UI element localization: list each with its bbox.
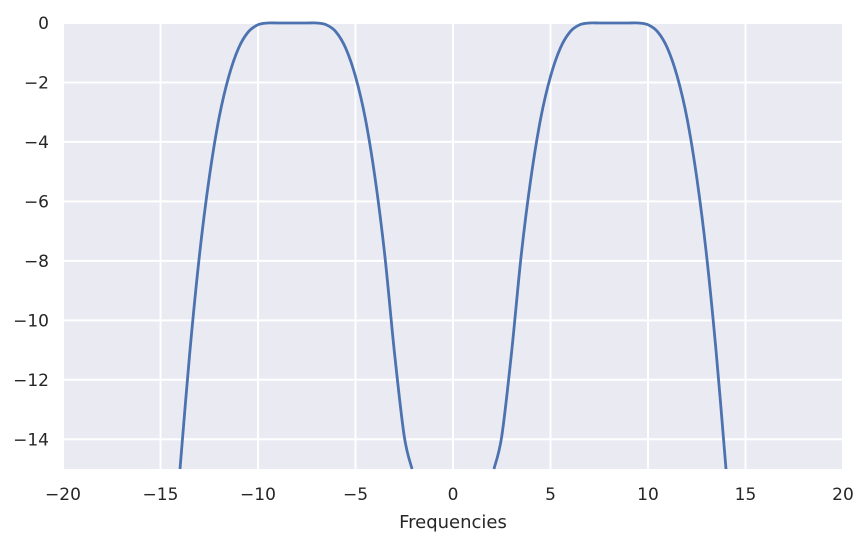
series-line <box>492 21 728 470</box>
grid <box>62 22 844 469</box>
y-axis-ticks: 0 −2 −4 −6 −8 −10 −12 −14 <box>13 14 49 450</box>
series-line <box>178 21 414 470</box>
x-tick-label: −5 <box>343 485 368 505</box>
y-tick-label: 0 <box>38 14 49 34</box>
series-layer <box>178 21 728 470</box>
y-tick-label: −10 <box>13 311 49 331</box>
x-axis-label: Frequencies <box>399 512 507 533</box>
x-tick-label: 20 <box>832 485 854 505</box>
x-tick-label: −10 <box>240 485 276 505</box>
y-tick-label: −8 <box>24 252 49 272</box>
y-tick-label: −14 <box>13 430 49 450</box>
y-tick-label: −2 <box>24 73 49 93</box>
y-tick-label: −6 <box>24 192 49 212</box>
x-tick-label: 15 <box>735 485 757 505</box>
y-tick-label: −12 <box>13 371 49 391</box>
x-tick-label: −20 <box>45 485 81 505</box>
x-tick-label: 10 <box>637 485 659 505</box>
x-tick-label: 5 <box>545 485 556 505</box>
x-axis-ticks: −20 −15 −10 −5 0 5 10 15 20 <box>45 485 854 505</box>
x-tick-label: −15 <box>143 485 179 505</box>
y-tick-label: −4 <box>24 133 49 153</box>
x-tick-label: 0 <box>448 485 459 505</box>
